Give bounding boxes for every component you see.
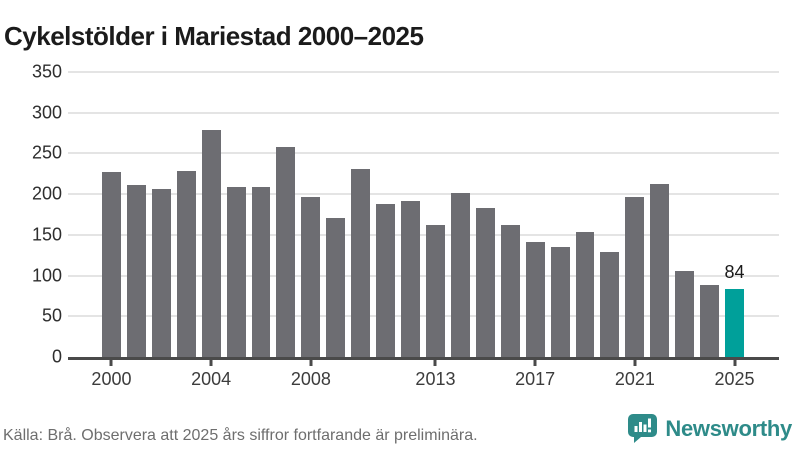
bar-2017	[525, 242, 545, 357]
bar-2020	[600, 251, 620, 357]
x-axis-tick	[109, 360, 113, 366]
gridline	[68, 233, 779, 236]
x-axis-tick	[733, 360, 737, 366]
x-tick-label: 2013	[415, 369, 456, 389]
newsworthy-wordmark: Newsworthy	[665, 416, 792, 441]
bar-2003	[176, 171, 196, 357]
bar-2021	[625, 196, 645, 357]
bar-2006	[251, 186, 271, 357]
newsworthy-logo: Newsworthy	[628, 414, 792, 444]
bar-value-label: 84	[724, 261, 745, 282]
bar-2016	[500, 225, 520, 357]
x-tick-label: 2021	[614, 369, 655, 389]
plot-area: 84 2000 2004 2008 2013 2017 2021 2025	[68, 71, 779, 389]
y-tick-label: 150	[31, 224, 62, 245]
x-axis-tick	[433, 360, 437, 366]
x-axis-tick	[309, 360, 313, 366]
bar-2024	[700, 285, 720, 357]
y-tick-label: 50	[41, 305, 62, 326]
bar-2014	[450, 193, 470, 357]
bar-2010	[351, 168, 371, 357]
bar-2022	[650, 183, 670, 357]
bar-2011	[376, 203, 396, 357]
y-tick-label: 100	[31, 265, 62, 286]
bar-2012	[401, 200, 420, 357]
y-axis: 0 50 100 150 200 250 300 350	[0, 62, 62, 367]
newsworthy-chart-bubble-icon	[628, 414, 658, 444]
x-tick-label: 2025	[714, 369, 755, 389]
bar-2013	[425, 225, 445, 357]
x-tick-label: 2004	[191, 369, 232, 389]
bar-2015	[475, 208, 495, 357]
gridline	[68, 274, 779, 277]
bar-2005	[226, 186, 246, 357]
gridline	[68, 71, 779, 73]
bar-2025: 84	[724, 262, 745, 357]
page-title: Cykelstölder i Mariestad 2000–2025	[4, 21, 424, 52]
bar-2002	[151, 189, 171, 357]
x-axis-tick	[533, 360, 537, 366]
x-axis-tick	[633, 360, 637, 366]
x-tick-label: 2000	[91, 369, 132, 389]
gridline	[68, 152, 779, 155]
y-tick-label: 0	[51, 346, 62, 367]
x-axis: 2000 2004 2008 2013 2017 2021 2025	[91, 357, 755, 397]
y-tick-label: 250	[31, 142, 62, 163]
bar-2008	[301, 197, 321, 357]
bar-2019	[575, 232, 595, 357]
bar-2009	[326, 217, 346, 357]
gridline	[68, 315, 779, 318]
x-tick-label: 2008	[290, 369, 331, 389]
x-axis-tick	[209, 360, 213, 366]
y-tick-label: 200	[31, 183, 62, 204]
bar-2023	[675, 270, 695, 357]
bars-container: 84	[102, 72, 745, 357]
bar-2004	[201, 129, 221, 357]
bar-2018	[550, 247, 570, 357]
gridline	[68, 111, 779, 114]
x-tick-label: 2017	[515, 369, 556, 389]
source-note: Källa: Brå. Observera att 2025 års siffr…	[3, 427, 478, 444]
gridline	[68, 193, 779, 196]
bar-2000	[102, 172, 121, 357]
bar-2007	[276, 146, 296, 357]
y-tick-label: 350	[31, 61, 62, 82]
y-tick-label: 300	[31, 102, 62, 123]
bar-2001	[126, 185, 146, 357]
